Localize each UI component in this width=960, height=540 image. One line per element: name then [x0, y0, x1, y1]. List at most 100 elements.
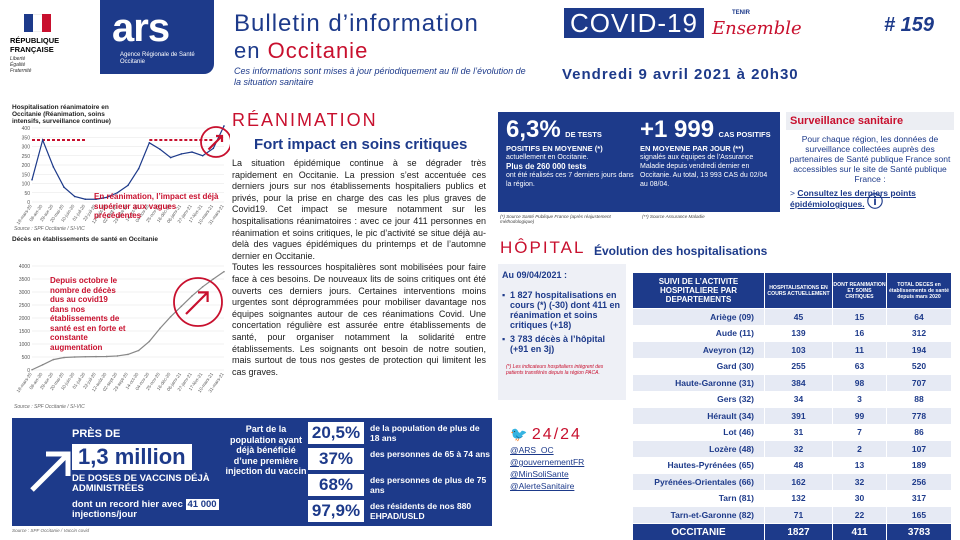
data-point — [223, 270, 225, 273]
highlight-arrowhead — [216, 134, 224, 142]
hopital-subheading: Évolution des hospitalisations — [594, 244, 768, 258]
paragraph: La situation épidémique continue à se dé… — [232, 158, 486, 261]
table-cell: 165 — [886, 506, 952, 524]
table-cell: Lot (46) — [632, 423, 765, 441]
y-tick-label: 500 — [22, 355, 31, 361]
twitter-link[interactable]: @ARS_OC — [510, 445, 554, 455]
table-cell: OCCITANIE — [632, 522, 765, 540]
table-cell: 317 — [886, 489, 952, 507]
table-total-row: OCCITANIE 1827 411 3783 — [632, 522, 952, 540]
table-row: Haute-Garonne (31) 384 98 707 — [632, 374, 952, 392]
tricolor-flag-icon — [24, 14, 52, 32]
table-cell: Gard (30) — [632, 357, 765, 375]
data-point — [191, 151, 193, 153]
list-item: 1 827 hospitalisations en cours (*) (-30… — [502, 290, 622, 330]
ars-logo: ars Agence Régionale de Santé Occitanie — [100, 0, 214, 74]
up-arrow-icon — [30, 451, 71, 492]
data-point — [137, 167, 140, 170]
y-tick-label: 300 — [22, 145, 31, 151]
table-cell: Haute-Garonne (31) — [632, 374, 765, 392]
pct-badge: 68% — [308, 474, 364, 496]
table-row: Pyrénées-Orientales (66) 162 32 256 — [632, 473, 952, 491]
pct-label: des personnes de plus de 75 ans — [370, 475, 487, 495]
issue-number: # 159 — [884, 14, 935, 36]
y-tick-label: 350 — [22, 135, 31, 141]
y-tick-label: 0 — [27, 368, 30, 374]
table-cell: 707 — [886, 374, 952, 392]
table-cell: 3783 — [886, 522, 952, 540]
positivity-stat: 6,3% DE TESTS POSITIFS EN MOYENNE (*) ac… — [506, 116, 634, 188]
pct-badge: 97,9% — [308, 500, 364, 522]
table-row: Lot (46) 31 7 86 — [632, 423, 952, 441]
data-point — [127, 353, 129, 356]
data-point — [31, 179, 33, 181]
highlight-circle — [173, 277, 223, 327]
table-header: TOTAL DECES en établissements de santé d… — [886, 272, 952, 309]
table-cell: 7 — [831, 423, 888, 441]
surveillance-heading: Surveillance sanitaire — [786, 112, 954, 130]
departments-table: SUIVI DE L’ACTIVITE HOSPITALIERE PAR DEP… — [632, 272, 952, 540]
data-point — [95, 355, 97, 358]
table-cell: Hautes-Pyrénées (65) — [632, 456, 765, 474]
y-tick-label: 250 — [22, 154, 31, 160]
twitter-block: 🐦 24/24 @ARS_OC @gouvernementFR @MinSoli… — [510, 426, 630, 492]
highlight-circle — [200, 126, 230, 158]
data-point — [212, 278, 215, 280]
data-point — [201, 154, 204, 157]
data-point — [95, 198, 97, 201]
table-cell: 99 — [831, 407, 888, 425]
table-row: Tarn (81) 132 30 317 — [632, 489, 952, 507]
pct-label: des personnes de 65 à 74 ans — [370, 449, 491, 459]
tenir-ensemble-logo: TENIR Ensemble — [712, 10, 802, 39]
table-cell: 13 — [831, 456, 888, 474]
bulletin-date: Vendredi 9 avril 2021 à 20h30 — [562, 66, 799, 83]
data-point — [105, 196, 108, 199]
table-cell: 71 — [764, 506, 833, 524]
motto: Liberté Égalité Fraternité — [10, 56, 32, 74]
twitter-link[interactable]: @AlerteSanitaire — [510, 481, 575, 491]
table-cell: 1827 — [764, 522, 833, 540]
data-point — [223, 125, 225, 127]
subtitle: Ces informations sont mises à jour pério… — [234, 66, 526, 87]
pct-badge: 20,5% — [308, 422, 364, 444]
paragraph: Toutes les ressources hospitalières sont… — [232, 262, 486, 377]
footnote: (*) Source Santé Publique France (après … — [500, 214, 611, 224]
table-cell: 189 — [886, 456, 952, 474]
twitter-icon: 🐦 — [510, 426, 528, 442]
pct-label: des résidents de nos 880 EHPAD/USLD — [370, 501, 472, 521]
table-cell: 256 — [886, 473, 952, 491]
table-cell: 63 — [831, 357, 888, 375]
data-point — [159, 327, 161, 330]
table-row: Ariège (09) 45 15 64 — [632, 308, 952, 326]
y-tick-label: 2000 — [19, 316, 30, 322]
reanimation-chart-svg: 05010015020025030035040018-mars-2008-avr… — [16, 125, 230, 225]
y-tick-label: 50 — [24, 191, 30, 197]
surveillance-text: Pour chaque région, les données de surve… — [789, 134, 951, 184]
table-cell: 30 — [831, 489, 888, 507]
footnote: (**) Source Assurance Maladie — [642, 214, 705, 219]
twitter-link[interactable]: @MinSoliSante — [510, 469, 569, 479]
y-tick-label: 3000 — [19, 290, 30, 296]
table-cell: 32 — [831, 473, 888, 491]
y-tick-label: 4000 — [19, 264, 30, 270]
table-cell: 32 — [764, 440, 833, 458]
data-point — [84, 355, 87, 358]
hopital-heading: HÔPITAL — [500, 238, 586, 257]
data-point — [191, 295, 193, 297]
data-point — [52, 166, 55, 168]
data-point — [127, 184, 129, 187]
table-cell: 778 — [886, 407, 952, 425]
twitter-link[interactable]: @gouvernementFR — [510, 457, 585, 467]
pct-badge: 37% — [308, 448, 364, 470]
highlight-arrowhead — [198, 291, 209, 302]
surveillance-link[interactable]: > Consultez les derniers points épidémio… — [790, 188, 916, 211]
reanimation-heading: RÉANIMATION — [232, 110, 378, 130]
table-cell: 255 — [764, 357, 833, 375]
table-row: Tarn-et-Garonne (82) 71 22 165 — [632, 506, 952, 524]
chart-source: Source : SPF Occitanie / SI-VIC — [14, 404, 85, 410]
info-icon: ⓘ — [867, 194, 884, 211]
highlight-arrow — [185, 291, 209, 315]
table-cell: 48 — [764, 456, 833, 474]
data-point — [41, 364, 44, 366]
table-cell: 3 — [831, 390, 888, 408]
